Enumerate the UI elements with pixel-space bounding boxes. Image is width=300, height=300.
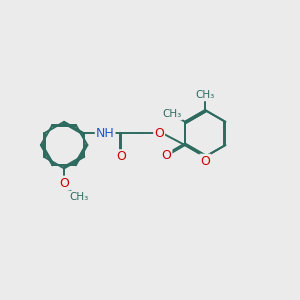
Text: CH₃: CH₃: [69, 192, 88, 202]
Text: O: O: [154, 127, 164, 140]
Text: CH₃: CH₃: [163, 110, 182, 119]
Text: CH₃: CH₃: [196, 90, 215, 100]
Text: O: O: [161, 149, 171, 162]
Text: NH: NH: [96, 127, 115, 140]
Text: O: O: [116, 150, 126, 163]
Text: O: O: [200, 155, 210, 168]
Text: O: O: [59, 177, 69, 190]
